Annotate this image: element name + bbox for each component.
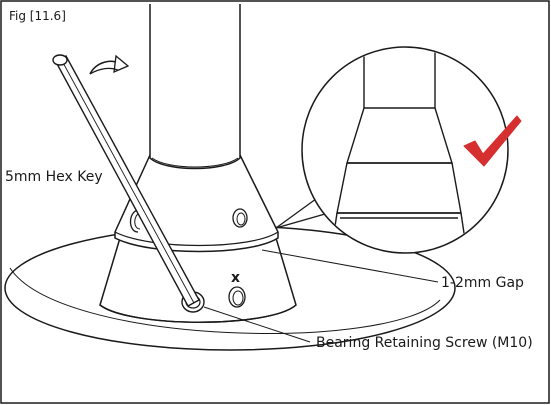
callout-pointer-2 [275, 211, 333, 229]
support-pole [149, 4, 241, 170]
pole-shadow [151, 157, 239, 168]
collar-hole [228, 286, 246, 308]
base-disc-inner-edge [9, 267, 441, 334]
hex-key [52, 54, 200, 307]
cross-mark: x [231, 270, 240, 286]
check-icon [463, 115, 522, 167]
housing-hole-right [232, 208, 248, 228]
rotate-arrow-icon [89, 54, 130, 75]
screw-label: Bearing Retaining Screw (M10) [316, 335, 533, 351]
gap-leader-line [261, 249, 439, 283]
callout-pointer [275, 195, 321, 229]
bearing-housing-lower-edge [114, 231, 279, 247]
screw-leader-line [203, 306, 311, 343]
hex-key-label: 5mm Hex Key [5, 169, 103, 185]
figure-label: Fig [11.6] [9, 9, 66, 23]
base-collar-bottom-edge [99, 304, 297, 323]
gap-label: 1-2mm Gap [441, 275, 524, 291]
detail-magnifier [301, 46, 509, 254]
